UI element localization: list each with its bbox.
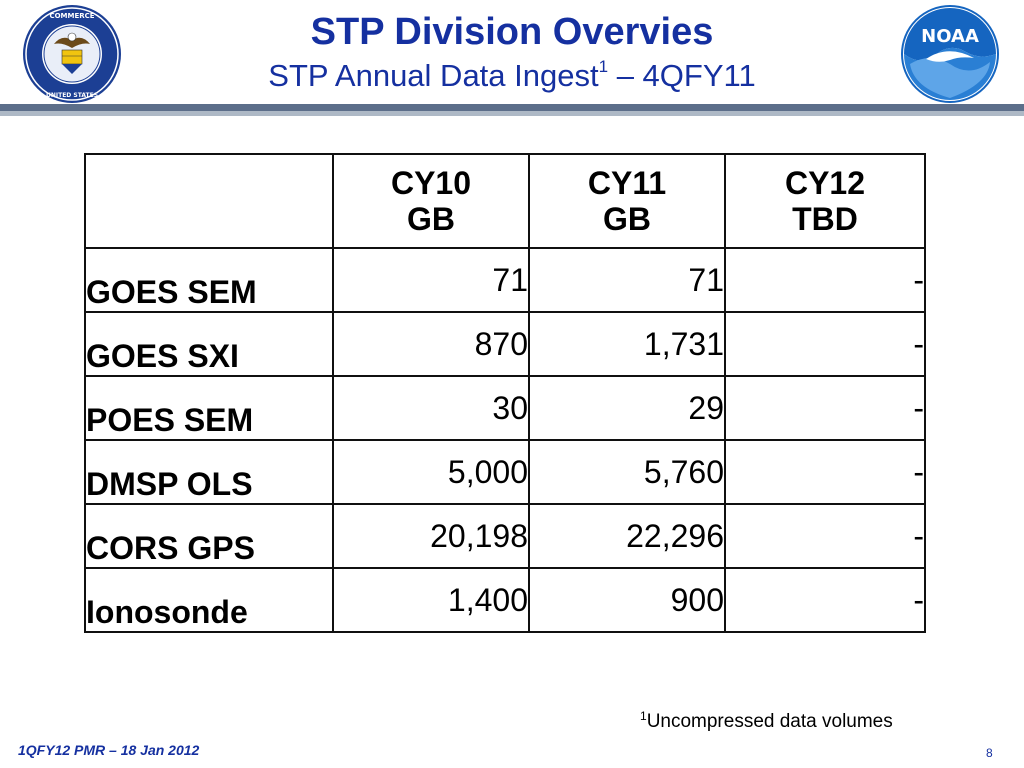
header-divider-dark: [0, 104, 1024, 111]
row-label: GOES SXI: [84, 311, 334, 377]
table-corner-cell: [84, 153, 334, 249]
footnote: 1Uncompressed data volumes: [640, 709, 893, 733]
column-header-cy11: CY11 GB: [528, 153, 726, 249]
cell-cy12: -: [724, 567, 926, 633]
department-of-commerce-seal-icon: COMMERCE UNITED STATES: [23, 5, 121, 103]
page-number: 8: [986, 746, 993, 760]
cell-cy12: -: [724, 311, 926, 377]
table-header-row: CY10 GB CY11 GB CY12 TBD: [84, 153, 926, 249]
cell-cy10: 20,198: [332, 503, 530, 569]
column-header-year: CY12: [784, 165, 866, 201]
column-header-unit: GB: [407, 201, 455, 237]
column-header-year: CY10: [390, 165, 472, 201]
table-row: DMSP OLS 5,000 5,760 -: [84, 439, 926, 505]
table-row: POES SEM 30 29 -: [84, 375, 926, 441]
data-ingest-table: CY10 GB CY11 GB CY12 TBD GOES SEM 71 71 …: [84, 153, 926, 633]
cell-cy10: 71: [332, 247, 530, 313]
svg-text:COMMERCE: COMMERCE: [49, 12, 94, 20]
svg-text:NOAA: NOAA: [921, 26, 979, 47]
row-label: POES SEM: [84, 375, 334, 441]
cell-cy10: 870: [332, 311, 530, 377]
cell-cy12: -: [724, 247, 926, 313]
footer-meeting-date: 1QFY12 PMR – 18 Jan 2012: [18, 742, 200, 758]
footnote-text: Uncompressed data volumes: [646, 711, 893, 732]
table-row: GOES SEM 71 71 -: [84, 247, 926, 313]
slide-subtitle: STP Annual Data Ingest1 – 4QFY11: [0, 56, 1024, 96]
cell-cy10: 1,400: [332, 567, 530, 633]
column-header-cy10: CY10 GB: [332, 153, 530, 249]
table-row: GOES SXI 870 1,731 -: [84, 311, 926, 377]
slide-title: STP Division Overvies: [310, 11, 714, 53]
cell-cy11: 900: [528, 567, 726, 633]
cell-cy11: 5,760: [528, 439, 726, 505]
subtitle-tail: – 4QFY11: [608, 58, 756, 93]
cell-cy12: -: [724, 375, 926, 441]
column-header-cy12: CY12 TBD: [724, 153, 926, 249]
column-header-unit: GB: [603, 201, 651, 237]
table-row: CORS GPS 20,198 22,296 -: [84, 503, 926, 569]
row-label: GOES SEM: [84, 247, 334, 313]
cell-cy11: 22,296: [528, 503, 726, 569]
table-row: Ionosonde 1,400 900 -: [84, 567, 926, 633]
subtitle-footnote-marker: 1: [598, 57, 609, 76]
column-header-year: CY11: [587, 165, 667, 201]
cell-cy11: 71: [528, 247, 726, 313]
footnote-marker: 1: [640, 709, 647, 723]
subtitle-main: STP Annual Data Ingest: [268, 58, 599, 93]
svg-text:UNITED STATES: UNITED STATES: [46, 92, 98, 99]
header-divider-light: [0, 111, 1024, 116]
cell-cy11: 29: [528, 375, 726, 441]
cell-cy10: 5,000: [332, 439, 530, 505]
noaa-logo-icon: NOAA: [901, 5, 999, 103]
cell-cy12: -: [724, 503, 926, 569]
row-label: DMSP OLS: [84, 439, 334, 505]
row-label: CORS GPS: [84, 503, 334, 569]
cell-cy10: 30: [332, 375, 530, 441]
column-header-unit: TBD: [792, 201, 858, 237]
cell-cy12: -: [724, 439, 926, 505]
cell-cy11: 1,731: [528, 311, 726, 377]
row-label: Ionosonde: [84, 567, 334, 633]
